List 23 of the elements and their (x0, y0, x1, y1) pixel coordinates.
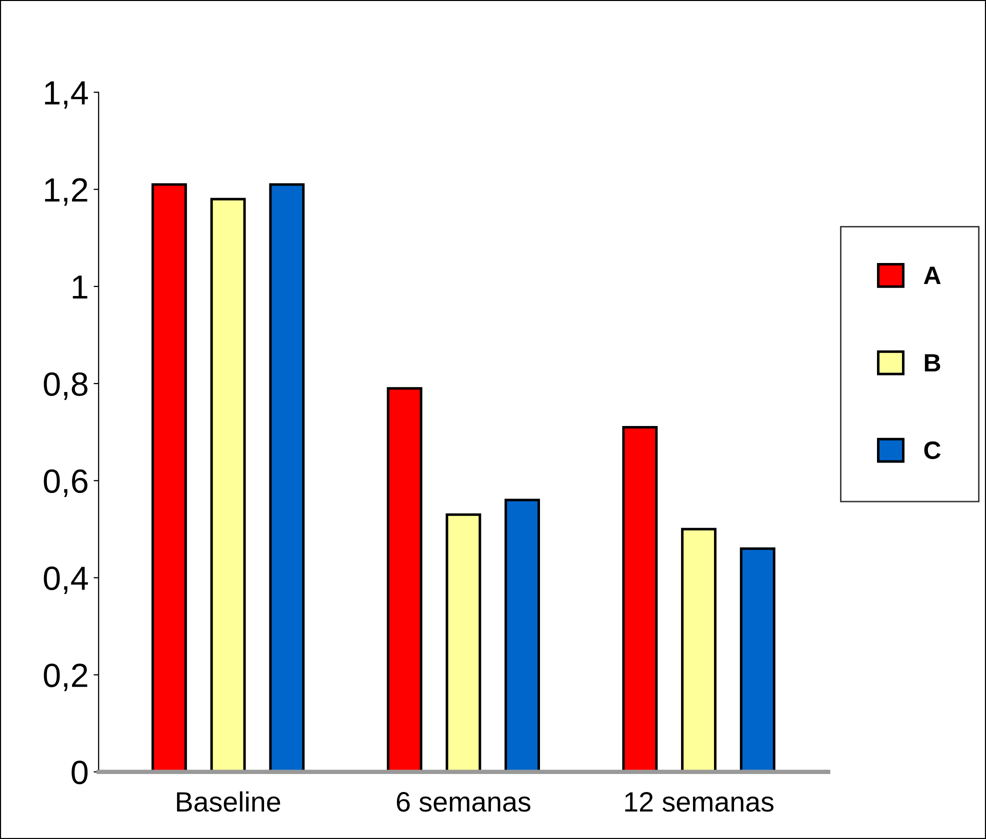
y-tick-label: 0,8 (44, 372, 88, 400)
y-tick-label: 0,6 (44, 469, 88, 497)
bar (386, 387, 422, 772)
y-tick-label: 1,4 (45, 81, 88, 109)
bar (504, 498, 540, 772)
bar (269, 183, 305, 772)
x-tick-label: 6 semanas (396, 792, 530, 812)
bar (681, 528, 717, 772)
bar (740, 547, 776, 772)
y-tick-label: 0,2 (44, 664, 88, 692)
bar (622, 426, 658, 772)
x-tick-label: Baseline (177, 791, 280, 812)
x-tick-label: 12 semanas (625, 792, 774, 812)
bar (446, 513, 482, 772)
legend-label: C (924, 441, 941, 460)
bar (151, 183, 187, 772)
legend-label: B (924, 354, 940, 372)
legend-label: A (924, 266, 941, 284)
y-tick-label: 0,4 (44, 566, 88, 594)
y-tick-label: 1 (72, 276, 88, 299)
y-tick-label: 1,2 (45, 178, 88, 206)
y-tick-label: 0 (72, 760, 88, 784)
bar (210, 198, 246, 772)
